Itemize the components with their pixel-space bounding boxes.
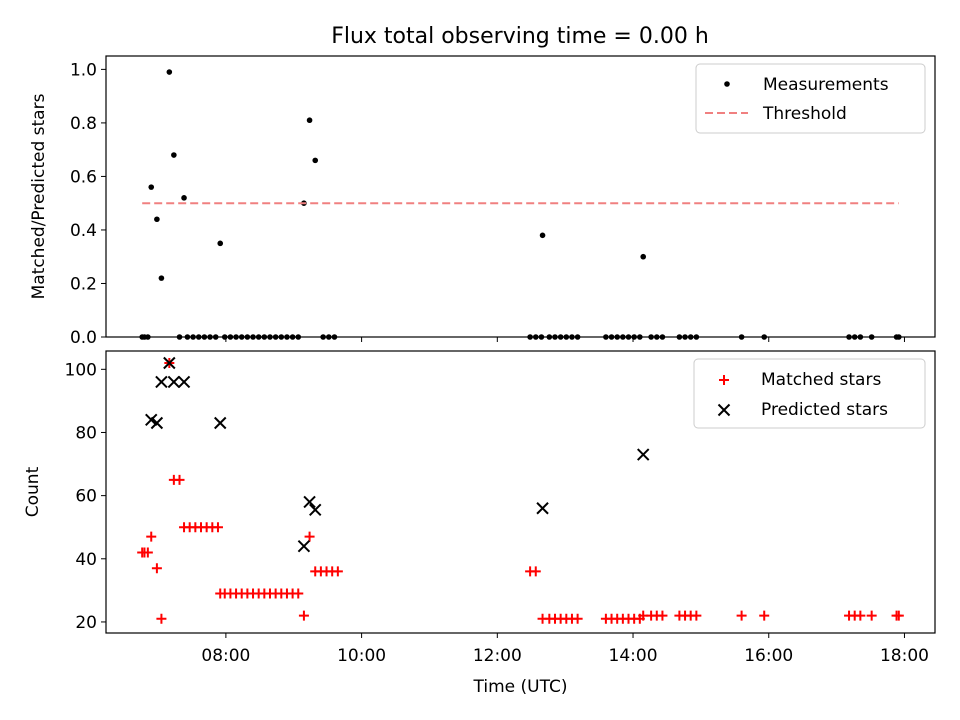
series-matched-stars: [137, 358, 904, 624]
matched-stars-point: [174, 474, 185, 485]
matched-stars-point: [212, 522, 223, 533]
predicted-stars-point: [145, 413, 158, 427]
matched-stars-point: [855, 610, 866, 621]
x-tick-label: 18:00: [880, 646, 929, 666]
legend: Matched stars Predicted stars: [693, 358, 926, 429]
legend-matched-marker: [719, 375, 729, 385]
y-tick-label: 100: [65, 360, 97, 380]
measurement-point: [154, 216, 160, 223]
predicted-stars-point: [177, 375, 191, 389]
matched-stars-point: [866, 610, 877, 621]
predicted-stars-point: [536, 502, 549, 515]
matched-stars-point: [304, 531, 315, 542]
y-axis-label: Count: [23, 466, 43, 517]
y-tick-label: 0.6: [70, 167, 97, 187]
measurement-point: [217, 240, 224, 247]
legend-matched-label: Matched stars: [761, 370, 881, 390]
legend-box: [695, 63, 926, 134]
predicted-stars-point: [163, 356, 176, 370]
y-tick-label: 40: [75, 550, 97, 570]
matched-stars-point: [142, 547, 153, 558]
measurement-point: [148, 184, 155, 190]
y-tick-label: 0.0: [70, 328, 97, 348]
series-predicted-stars: [145, 356, 650, 553]
legend-measurements-marker: [724, 81, 730, 87]
predicted-stars-point: [309, 503, 322, 517]
predicted-stars-point: [297, 539, 311, 553]
measurement-point: [539, 232, 546, 239]
matched-stars-point: [759, 610, 770, 621]
axes-frame: [105, 350, 936, 634]
x-tick-label: 12:00: [473, 646, 522, 666]
measurement-point: [166, 69, 173, 75]
x-axis-label: Time (UTC): [473, 677, 568, 697]
legend-predicted-label: Predicted stars: [761, 400, 888, 420]
predicted-stars-point: [637, 448, 650, 461]
y-tick-label: 1.0: [70, 60, 97, 80]
measurement-point: [171, 152, 177, 158]
measurement-point: [306, 117, 313, 124]
predicted-stars-point: [214, 416, 227, 430]
measurement-point: [158, 275, 165, 281]
figure-title: Flux total observing time = 0.00 h: [331, 24, 709, 49]
axes-frame: [105, 55, 936, 338]
y-tick-label: 60: [75, 487, 97, 507]
legend-predicted-marker: [717, 403, 731, 417]
y-tick-label: 20: [75, 613, 97, 633]
legend-box: [693, 358, 926, 429]
matched-stars-point: [657, 610, 668, 621]
matched-stars-point: [893, 610, 904, 621]
legend-measurements-label: Measurements: [763, 75, 889, 95]
x-tick-label: 16:00: [744, 646, 793, 666]
x-tick-label: 08:00: [201, 646, 250, 666]
matched-stars-point: [572, 613, 583, 624]
predicted-stars-point: [150, 416, 164, 430]
y-axis-label: Matched/Predicted stars: [29, 93, 49, 299]
x-tick-label: 10:00: [337, 646, 386, 666]
y-tick-label: 0.8: [70, 114, 97, 134]
measurement-point: [181, 195, 187, 201]
predicted-stars-point: [167, 375, 181, 389]
predicted-stars-point: [155, 375, 168, 389]
bottom-panel: 20 40 60 80 100 08:00 10:00 12:00 14:00 16:00 18:0…: [23, 350, 936, 697]
y-tick-label: 0.4: [70, 221, 97, 241]
y-tick-label: 0.2: [70, 274, 97, 294]
x-tick-label: 14:00: [609, 646, 658, 666]
predicted-stars-point: [303, 495, 316, 509]
measurement-point: [640, 253, 647, 260]
measurement-point: [312, 157, 319, 164]
matched-stars-point: [530, 566, 541, 577]
y-tick-label: 80: [75, 423, 97, 443]
matched-stars-point: [146, 531, 157, 542]
top-panel: 0.0 0.2 0.4 0.6 0.8 1.0 Matched/Predicted star…: [29, 55, 936, 348]
legend-threshold-label: Threshold: [762, 104, 847, 124]
matched-stars-point: [151, 563, 162, 574]
matched-stars-point: [156, 613, 167, 624]
matched-stars-point: [332, 566, 343, 577]
legend: Measurements Threshold: [695, 63, 926, 134]
matched-stars-point: [691, 610, 702, 621]
matched-stars-point: [736, 610, 747, 621]
matched-stars-point: [298, 610, 309, 621]
matched-stars-point: [293, 588, 304, 599]
